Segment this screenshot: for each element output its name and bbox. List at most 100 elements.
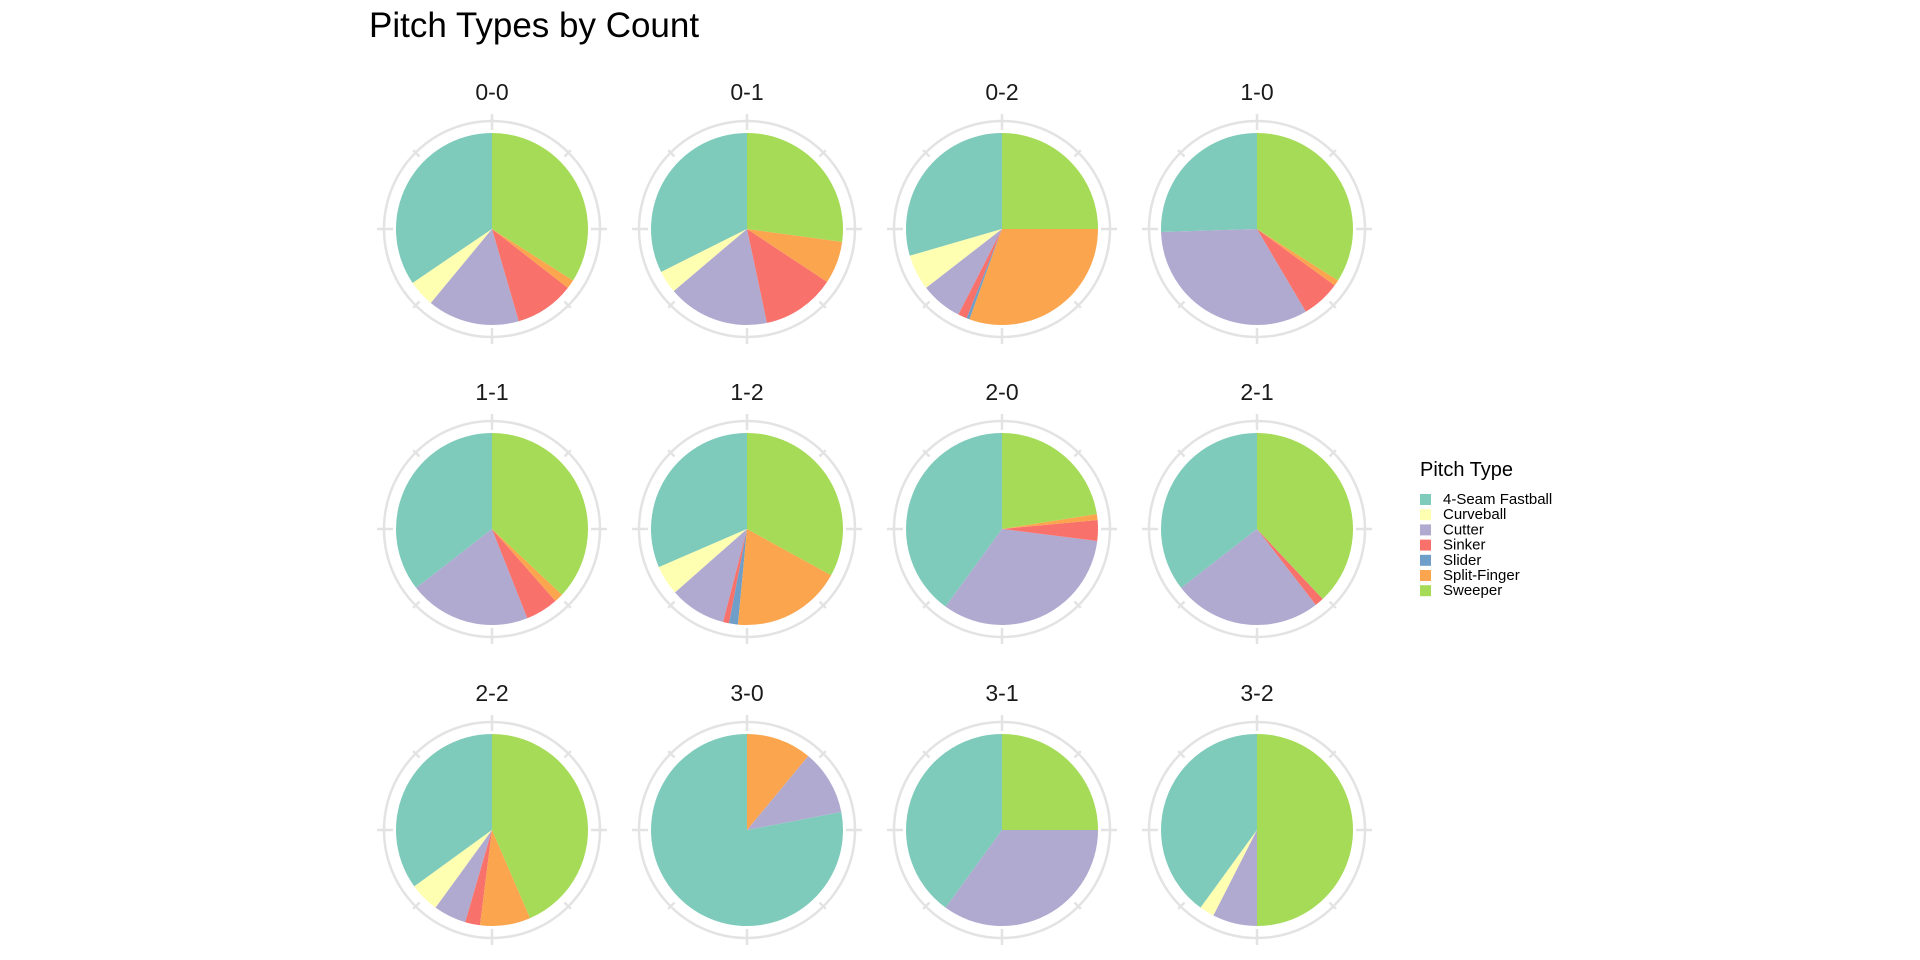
grid-tick: [412, 449, 421, 458]
grid-tick: [1073, 901, 1082, 910]
grid-tick: [563, 901, 572, 910]
pie-panel-3-1: 3-1: [887, 680, 1117, 945]
grid-tick: [563, 149, 572, 158]
pie-panel-1-2: 1-2: [632, 379, 862, 644]
grid-tick: [818, 149, 827, 158]
slice-curveball: [661, 229, 747, 292]
panel-label: 0-2: [985, 79, 1018, 105]
slice-4-seam-fastball: [906, 133, 1002, 256]
slice-sinker: [465, 830, 492, 926]
slice-sinker: [1002, 519, 1099, 542]
pie-panel-0-1: 0-1: [632, 79, 862, 344]
legend-swatch: [1420, 494, 1431, 505]
panel-label: 0-1: [730, 79, 763, 105]
slice-cutter: [1161, 229, 1306, 325]
legend: Pitch Type 4-Seam FastballCurveballCutte…: [1420, 459, 1552, 599]
grid-tick: [1073, 149, 1082, 158]
legend-label: 4-Seam Fastball: [1443, 491, 1552, 508]
slice-slider: [966, 229, 1002, 320]
pie-panel-2-1: 2-1: [1142, 379, 1372, 644]
slice-cutter: [926, 229, 1002, 315]
grid-tick: [922, 600, 931, 609]
slice-split-finger: [492, 229, 574, 288]
slice-sinker: [1257, 529, 1323, 605]
grid-tick: [1177, 300, 1186, 309]
slice-sweeper: [1257, 734, 1353, 926]
panel-label: 3-1: [985, 680, 1018, 706]
grid-tick: [922, 149, 931, 158]
grid-tick: [922, 449, 931, 458]
slice-curveball: [414, 830, 492, 908]
slice-sweeper: [492, 433, 589, 595]
grid-tick: [818, 300, 827, 309]
grid-tick: [412, 750, 421, 759]
slice-4-seam-fastball: [651, 133, 747, 272]
slice-sinker: [747, 229, 828, 323]
slice-split-finger: [1002, 513, 1098, 529]
legend-item: Sinker: [1420, 537, 1486, 554]
grid-tick: [1177, 750, 1186, 759]
pie-panels: 0-0 0-1 0-2 1-0 1-1 1-2 2-0 2-1 2-2 3-0 3-1 3-2: [377, 79, 1372, 945]
slice-sweeper: [1002, 734, 1098, 830]
grid-tick: [1328, 600, 1337, 609]
grid-tick: [1328, 901, 1337, 910]
legend-item: Cutter: [1420, 521, 1484, 538]
slice-sinker: [1257, 229, 1335, 312]
slice-4-seam-fastball: [651, 433, 747, 568]
slice-cutter: [674, 529, 747, 622]
grid-tick: [667, 600, 676, 609]
panel-label: 1-2: [730, 379, 763, 405]
grid-tick: [1177, 901, 1186, 910]
grid-tick: [412, 300, 421, 309]
slice-sweeper: [492, 734, 588, 919]
slice-split-finger: [747, 229, 843, 282]
legend-title: Pitch Type: [1420, 459, 1513, 481]
grid-tick: [563, 750, 572, 759]
slice-split-finger: [479, 830, 531, 926]
slice-sweeper: [747, 133, 843, 242]
slice-cutter: [430, 229, 519, 325]
slice-sweeper: [492, 133, 588, 281]
grid-tick: [1073, 750, 1082, 759]
grid-tick: [1073, 600, 1082, 609]
grid-tick: [412, 600, 421, 609]
grid-tick: [1177, 449, 1186, 458]
slice-sinker: [958, 229, 1002, 319]
legend-label: Cutter: [1443, 521, 1484, 538]
grid-tick: [1328, 149, 1337, 158]
grid-tick: [1328, 750, 1337, 759]
slice-sinker: [492, 229, 568, 322]
slice-4-seam-fastball: [1161, 734, 1257, 908]
grid-tick: [922, 300, 931, 309]
grid-tick: [1177, 600, 1186, 609]
slice-cutter: [435, 830, 492, 923]
slice-4-seam-fastball: [1161, 133, 1257, 233]
legend-item: Split-Finger: [1420, 567, 1520, 584]
grid-tick: [1073, 300, 1082, 309]
legend-swatch: [1420, 554, 1431, 566]
pie-panel-3-0: 3-0: [632, 680, 862, 945]
panel-label: 2-2: [475, 680, 508, 706]
grid-tick: [563, 600, 572, 609]
slice-4-seam-fastball: [395, 133, 492, 283]
legend-label: Split-Finger: [1443, 567, 1520, 584]
panel-label: 0-0: [475, 79, 508, 105]
slice-cutter: [747, 756, 842, 830]
slice-cutter: [945, 529, 1098, 625]
slice-curveball: [909, 229, 1002, 288]
slice-cutter: [945, 830, 1098, 926]
slice-split-finger: [747, 734, 809, 830]
slice-curveball: [658, 529, 747, 593]
slice-slider: [729, 529, 747, 625]
panel-label: 2-1: [1240, 379, 1273, 405]
panel-label: 3-2: [1240, 680, 1273, 706]
pie-panel-1-1: 1-1: [377, 379, 607, 644]
grid-tick: [667, 750, 676, 759]
legend-label: Sweeper: [1443, 582, 1502, 599]
legend-item: 4-Seam Fastball: [1420, 491, 1552, 508]
grid-tick: [818, 449, 827, 458]
slice-4-seam-fastball: [906, 734, 1002, 908]
slice-curveball: [412, 229, 492, 303]
slice-curveball: [1200, 830, 1257, 916]
